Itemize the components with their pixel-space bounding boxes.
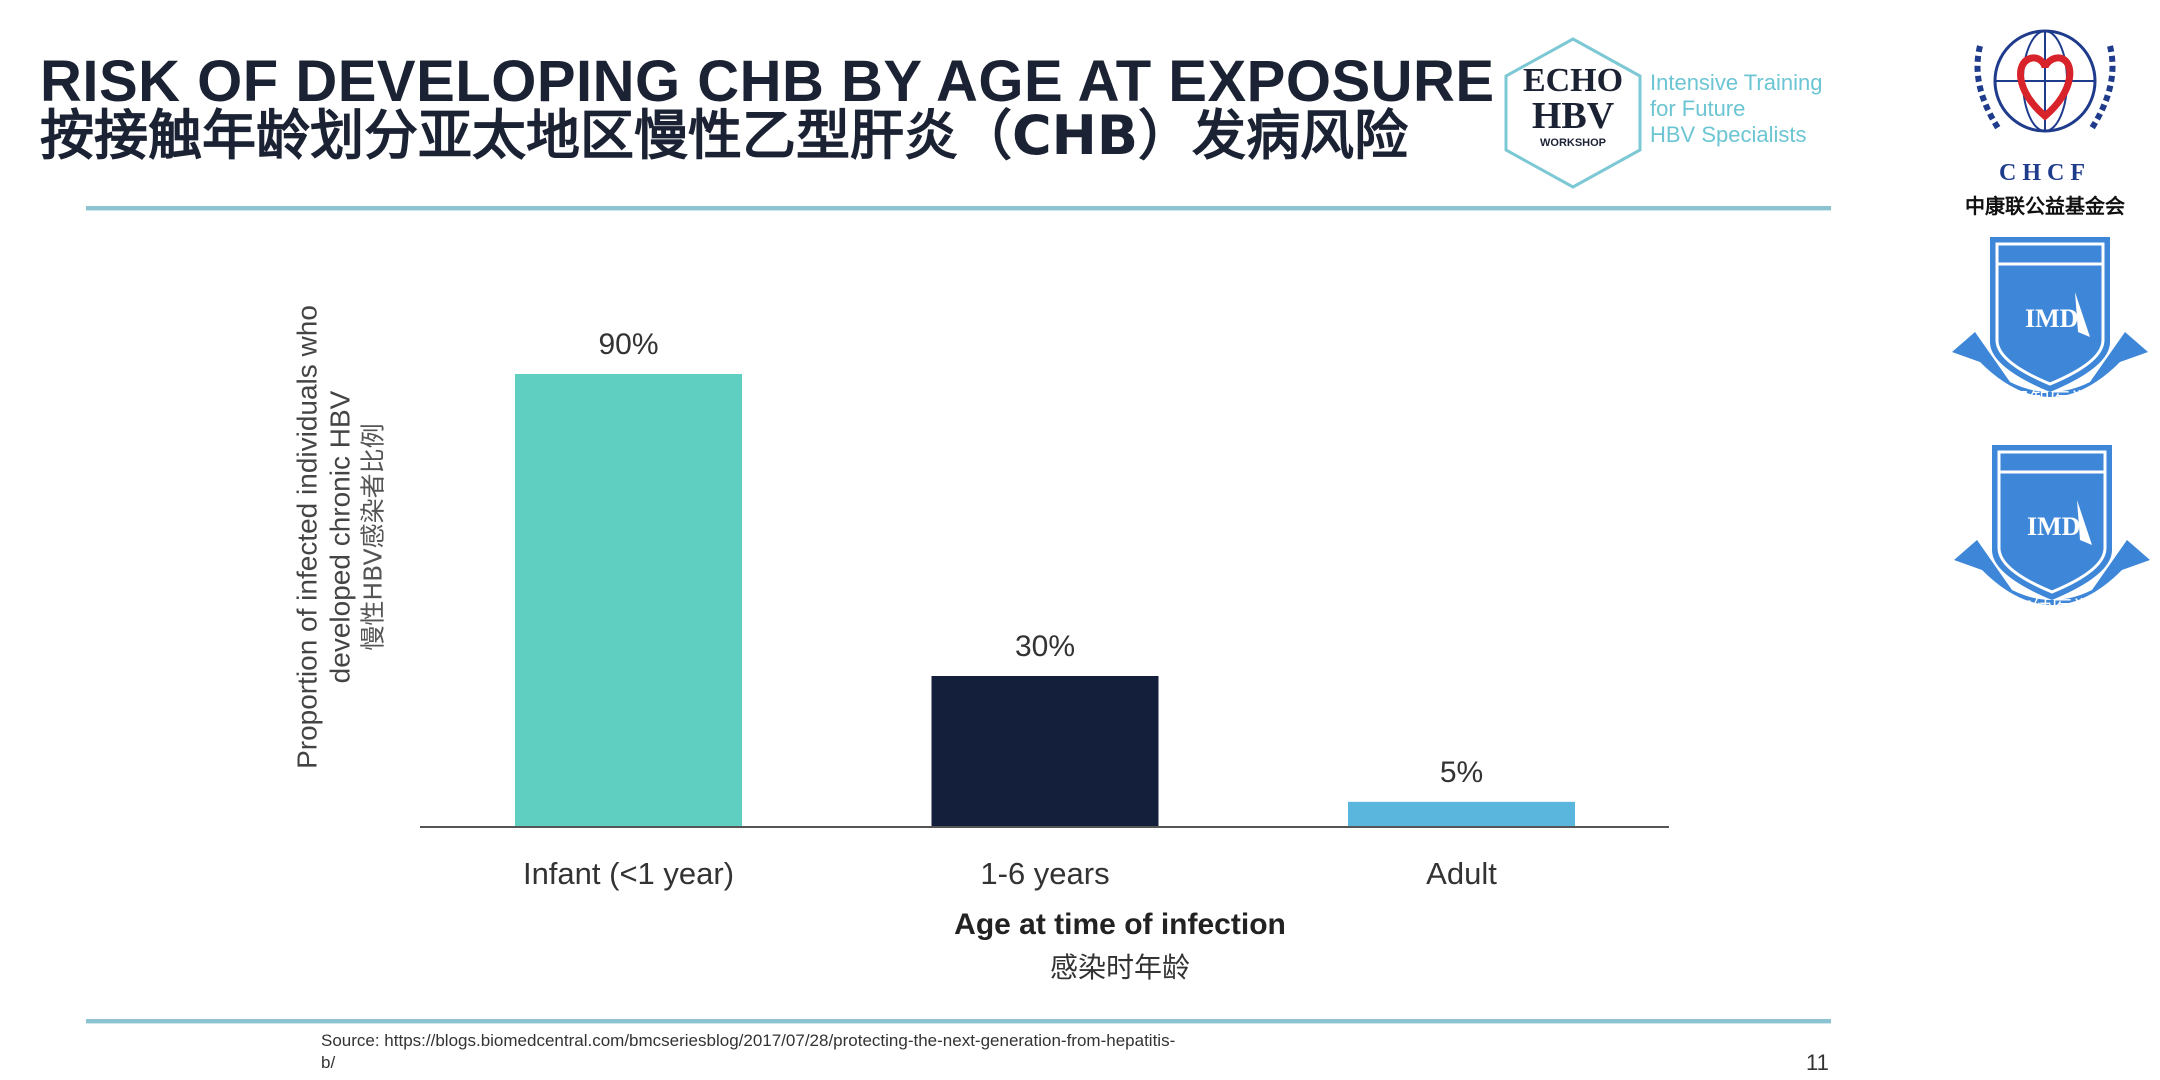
chcf-emblem	[1974, 29, 2116, 133]
echo-logo-text: ECHO	[1523, 62, 1623, 99]
data-label: 5%	[1440, 756, 1483, 789]
bar-1	[931, 676, 1159, 827]
category-tick-label: Adult	[1426, 856, 1497, 891]
slide-title-en: RISK OF DEVELOPING CHB BY AGE AT EXPOSUR…	[40, 49, 1495, 114]
data-label: 30%	[1015, 630, 1075, 663]
imd-text: IMD	[2027, 512, 2080, 541]
category-tick-label: 1-6 years	[980, 856, 1109, 891]
tagline-line: Intensive Training	[1650, 70, 1823, 95]
x-axis-title: Age at time of infection	[954, 908, 1286, 941]
imd-cn-text: 海纳医学	[2012, 596, 2092, 620]
imd-badge-junzhi: IMD 君智医学	[1952, 237, 2148, 412]
chcf-cn-name: 中康联公益基金会	[1965, 194, 2125, 218]
tagline-line: HBV Specialists	[1650, 122, 1807, 147]
imd-badge-haina: IMD 海纳医学	[1954, 445, 2150, 620]
echo-hbv-logo: ECHO HBV WORKSHOP	[1504, 37, 1642, 189]
slide-title-cn: 按接触年龄划分亚太地区慢性乙型肝炎（CHB）发病风险	[40, 104, 1408, 167]
imd-cn-text: 君智医学	[2010, 388, 2090, 412]
top-divider	[86, 206, 1831, 211]
workshop-logo-text: WORKSHOP	[1540, 137, 1606, 149]
hbv-logo-text: HBV	[1532, 95, 1615, 137]
bar-2	[1348, 801, 1575, 827]
source-line: b/	[321, 1053, 336, 1072]
x-axis-title-cn: 感染时年龄	[1049, 951, 1190, 984]
tagline-line: for Future	[1650, 96, 1746, 121]
source-line: Source: https://blogs.biomedcentral.com/…	[321, 1031, 1176, 1050]
chcf-name: CHCF	[1999, 160, 2091, 186]
category-tick-label: Infant (<1 year)	[523, 856, 734, 891]
source-citation: Source: https://blogs.biomedcentral.com/…	[321, 1030, 1175, 1074]
bottom-divider	[86, 1019, 1831, 1024]
bar-0	[515, 374, 742, 827]
tagline: Intensive Training for Future HBV Specia…	[1650, 70, 1822, 148]
page-number: 11	[1806, 1050, 1829, 1075]
data-label: 90%	[598, 328, 658, 361]
imd-text: IMD	[2025, 304, 2078, 333]
